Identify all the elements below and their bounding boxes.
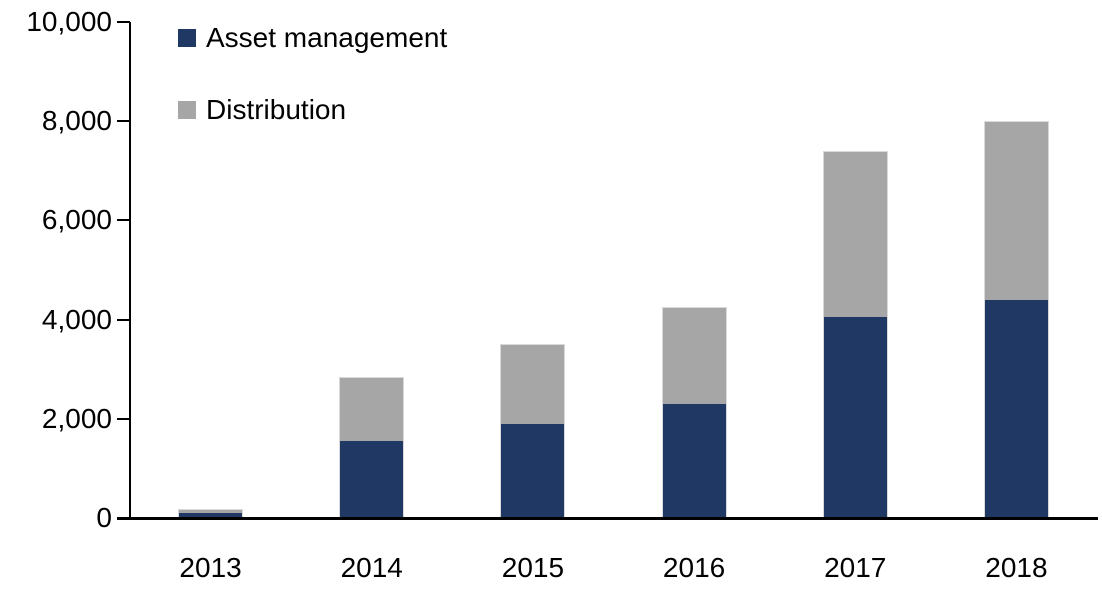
y-axis-tick-label: 6,000 bbox=[41, 204, 112, 236]
legend-label-asset-management: Asset management bbox=[206, 22, 448, 53]
bar-segment-asset-management bbox=[662, 403, 726, 517]
bar-segment-asset-management bbox=[501, 423, 565, 517]
y-axis-line bbox=[129, 22, 131, 518]
x-axis-label: 2017 bbox=[824, 552, 887, 583]
bar-segment-distribution bbox=[984, 122, 1048, 300]
x-axis-label: 2013 bbox=[179, 552, 242, 583]
y-axis-tick bbox=[117, 517, 130, 519]
y-axis-tick-label: 0 bbox=[96, 502, 112, 533]
x-axis-line bbox=[117, 517, 1098, 520]
bar-2016 bbox=[661, 307, 727, 518]
bar-segment-asset-management bbox=[984, 299, 1048, 517]
legend-item-distribution: Distribution bbox=[178, 92, 447, 128]
x-axis-label: 2015 bbox=[501, 552, 565, 583]
y-axis-tick-label: 4,000 bbox=[41, 303, 112, 335]
bar-2015 bbox=[500, 344, 566, 518]
bar-segment-asset-management bbox=[823, 317, 887, 517]
x-axis-label: 2016 bbox=[662, 552, 726, 583]
asset-management-swatch-icon bbox=[178, 29, 196, 47]
y-axis-tick-label: 10,000 bbox=[26, 6, 112, 37]
bar-2014 bbox=[339, 376, 405, 518]
legend-item-asset-management: Asset management bbox=[178, 20, 447, 56]
bar-segment-distribution bbox=[823, 151, 887, 318]
distribution-swatch-icon bbox=[178, 101, 196, 119]
bar-segment-distribution bbox=[662, 308, 726, 404]
bar-segment-distribution bbox=[501, 345, 565, 424]
bar-segment-asset-management bbox=[179, 513, 243, 517]
bar-segment-distribution bbox=[179, 510, 243, 514]
legend-label-distribution: Distribution bbox=[206, 94, 347, 125]
y-axis-tick bbox=[117, 318, 130, 321]
y-axis-tick bbox=[117, 120, 130, 123]
x-axis-label: 2014 bbox=[340, 552, 403, 583]
y-axis-tick-label: 8,000 bbox=[41, 105, 112, 137]
chart-legend: Asset management Distribution bbox=[178, 20, 447, 164]
y-axis-tick bbox=[117, 21, 130, 23]
bar-2017 bbox=[822, 150, 888, 518]
x-axis-label: 2018 bbox=[985, 552, 1048, 583]
bar-segment-distribution bbox=[340, 377, 404, 442]
y-axis-tick bbox=[117, 417, 130, 420]
y-axis-tick-label: 2,000 bbox=[41, 402, 112, 434]
y-axis-tick bbox=[117, 219, 130, 222]
bar-segment-asset-management bbox=[340, 441, 404, 517]
bar-2018 bbox=[983, 121, 1049, 518]
